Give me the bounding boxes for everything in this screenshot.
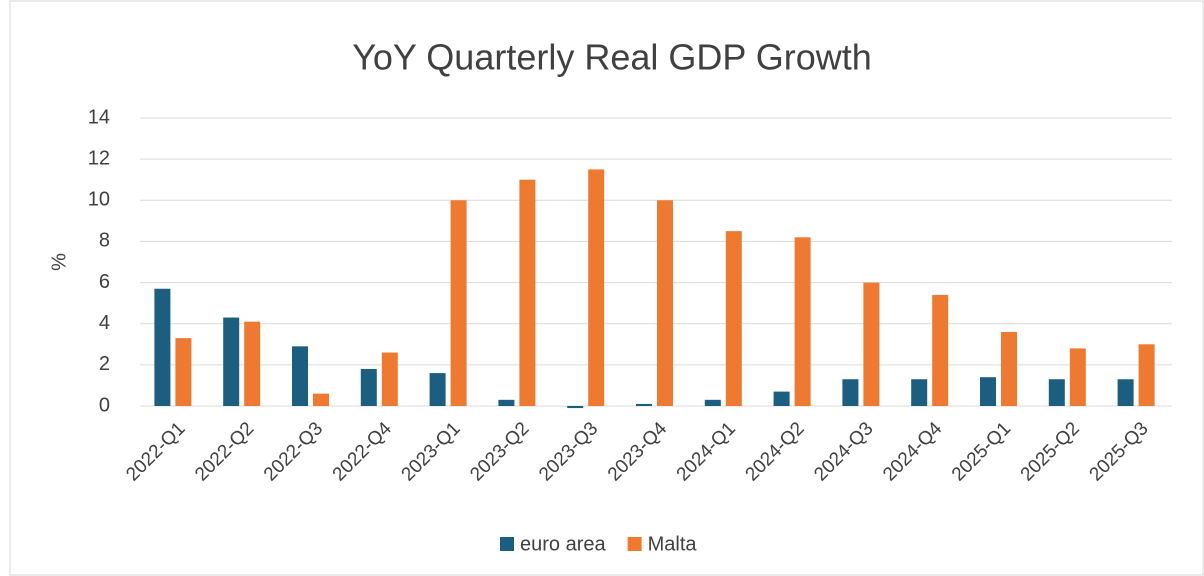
bar [980, 377, 996, 406]
bar [636, 403, 652, 406]
bar [1117, 379, 1134, 406]
bar [911, 379, 928, 406]
legend-label: Malta [648, 533, 698, 555]
chart-frame [9, 0, 1204, 576]
bar [498, 399, 515, 406]
y-tick-label: 6 [99, 271, 110, 293]
bar [657, 200, 673, 406]
y-tick-label: 0 [99, 394, 110, 416]
bar [567, 406, 584, 409]
bar [773, 391, 790, 406]
bar [794, 237, 811, 406]
bar [450, 200, 467, 406]
y-tick-label: 14 [88, 106, 110, 128]
bar [429, 373, 446, 406]
bar [244, 321, 261, 406]
bar [360, 368, 377, 406]
y-tick-label: 4 [99, 312, 110, 334]
chart-title: YoY Quarterly Real GDP Growth [352, 37, 872, 78]
y-tick-label: 12 [88, 147, 110, 169]
bar [1001, 331, 1017, 406]
bar [932, 294, 949, 406]
bar [704, 399, 721, 406]
legend-label: euro area [520, 533, 606, 555]
y-axis-label: % [48, 253, 70, 271]
bar [1048, 379, 1065, 406]
bar [292, 346, 308, 406]
y-tick-label: 2 [99, 353, 110, 375]
bar [725, 231, 742, 406]
bar [175, 338, 192, 406]
y-tick-label: 8 [99, 230, 110, 252]
bar [381, 352, 398, 406]
bar [863, 282, 880, 406]
bar [154, 288, 171, 406]
bar [519, 179, 536, 406]
bar [223, 317, 240, 406]
legend-swatch [500, 537, 514, 551]
bar [588, 169, 605, 406]
y-tick-label: 10 [88, 189, 110, 211]
bar [842, 379, 859, 406]
bar [1069, 348, 1086, 406]
bar [1138, 344, 1155, 406]
legend-swatch [627, 537, 642, 551]
bar [313, 393, 329, 406]
